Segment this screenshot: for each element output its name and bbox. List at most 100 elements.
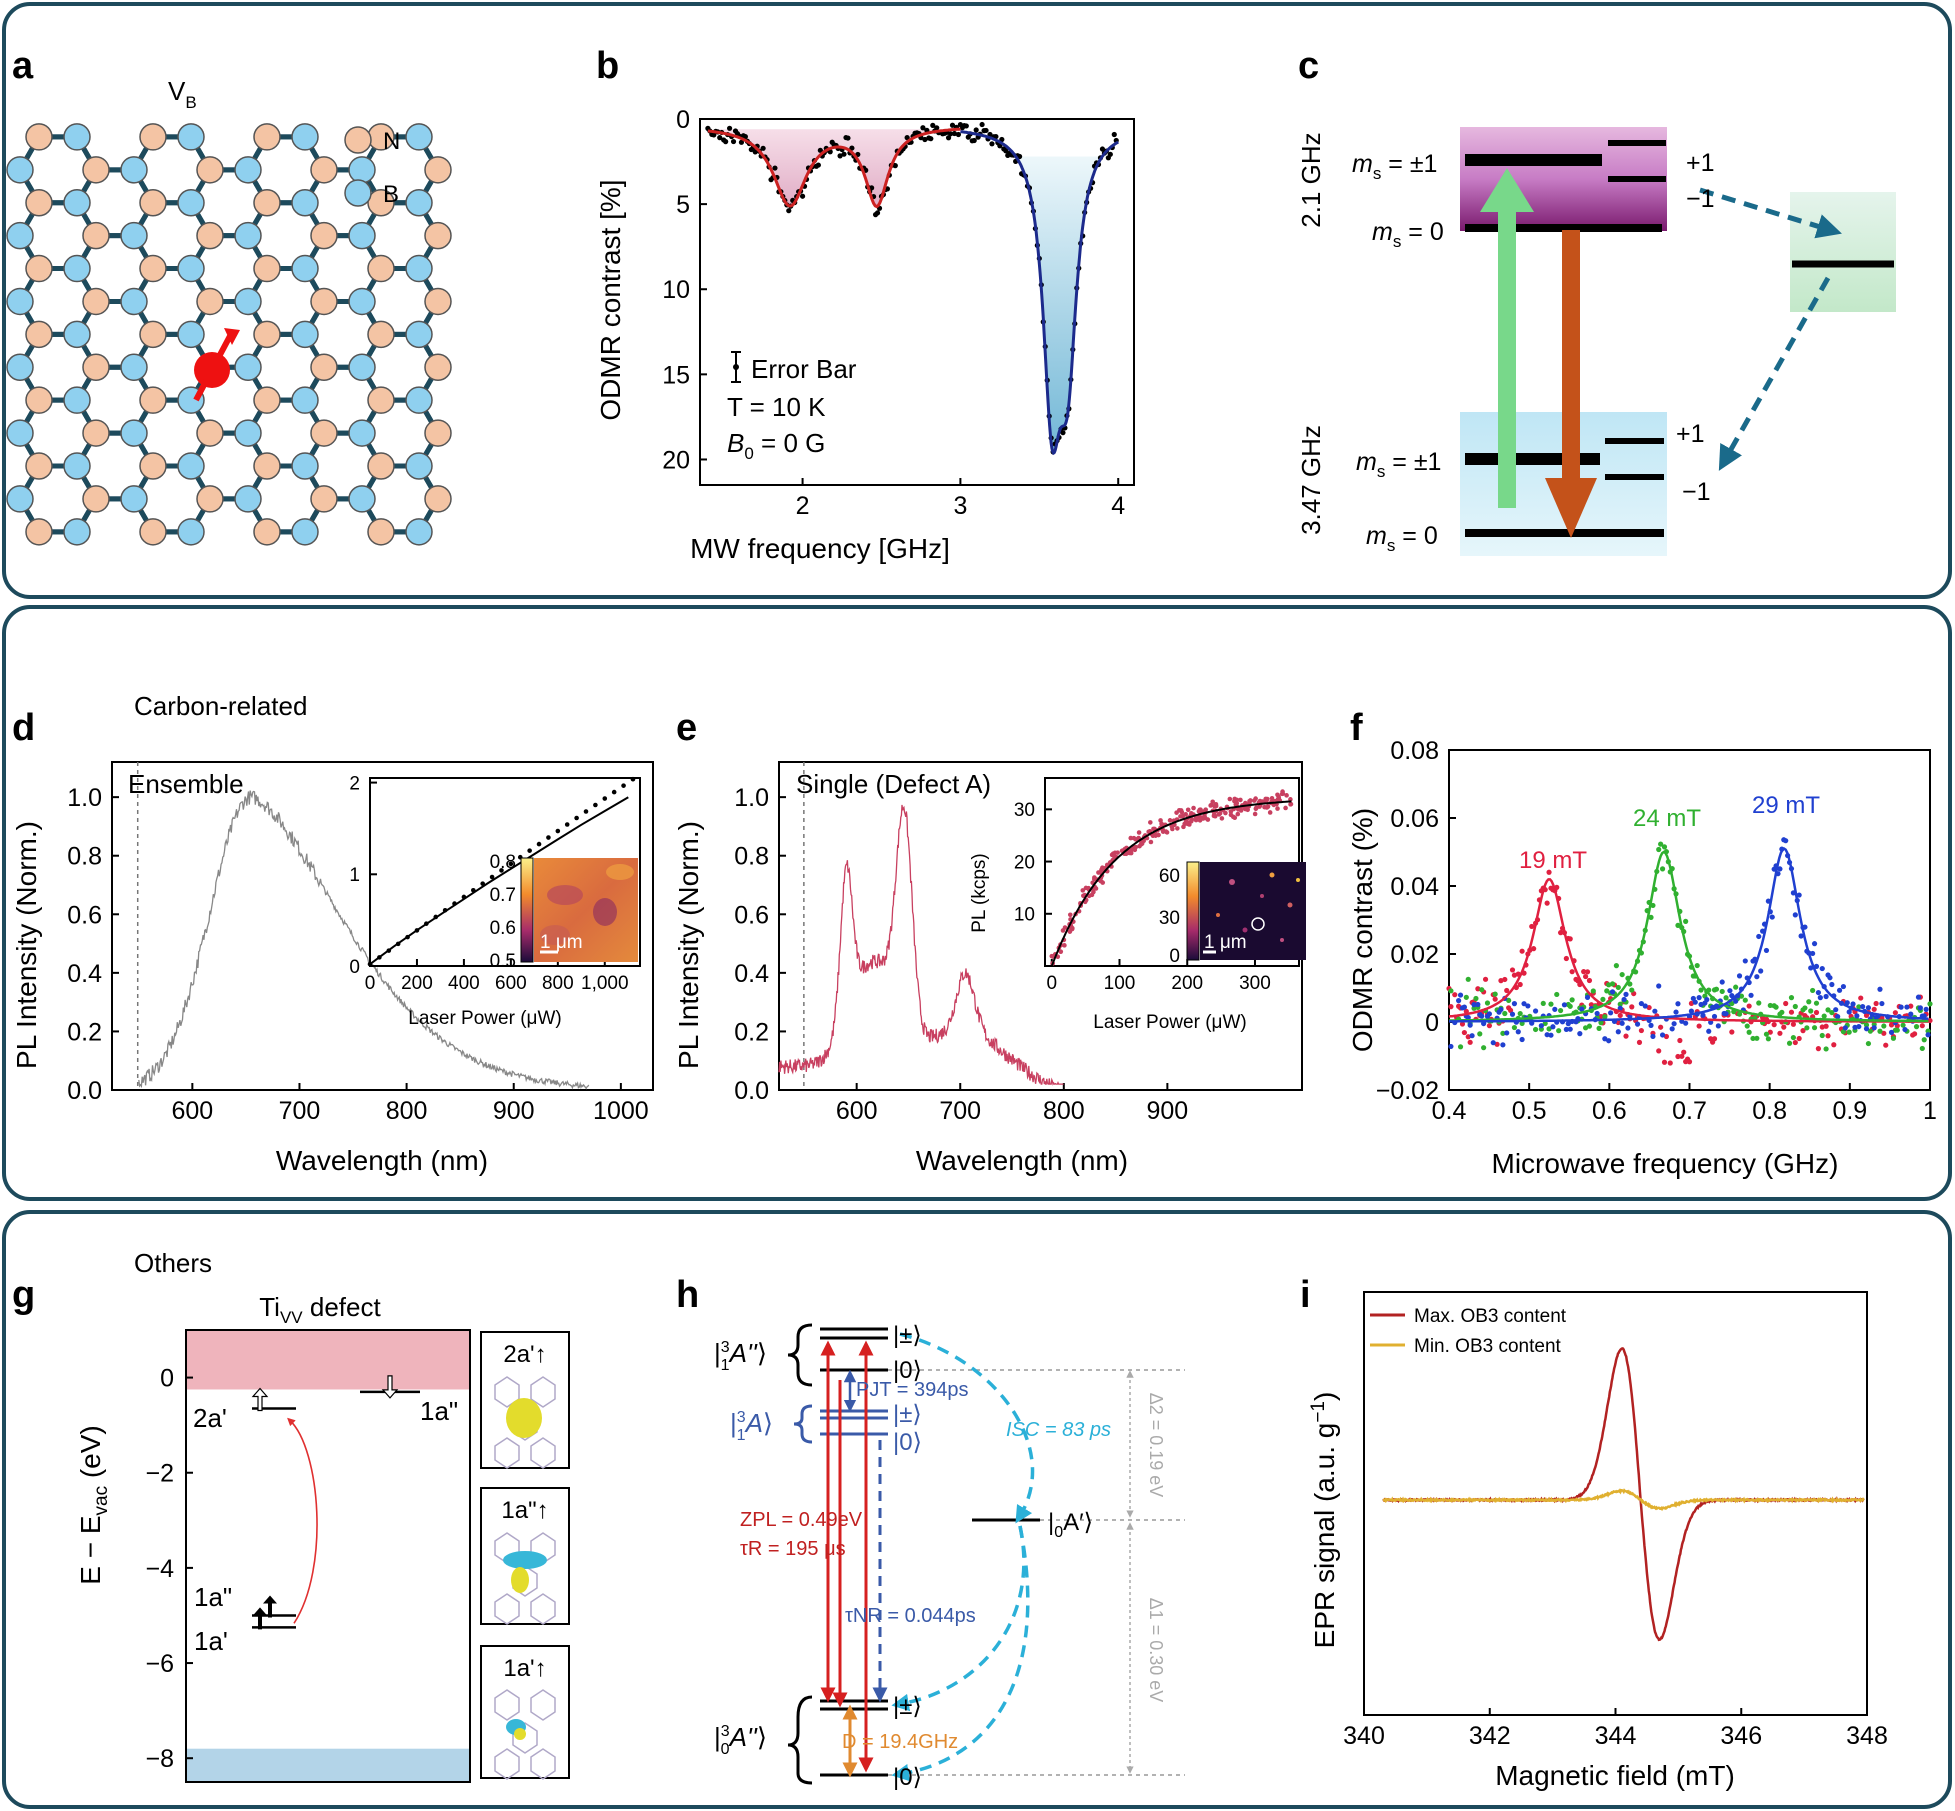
- nitrogen-atom: [253, 386, 281, 414]
- f-point-2: [1650, 1033, 1656, 1040]
- f-point-0: [1919, 1023, 1925, 1029]
- nitrogen-atom: [139, 320, 167, 349]
- nitrogen-atom: [424, 419, 452, 447]
- d-inset-point: [471, 887, 476, 893]
- d-inset-point: [461, 894, 467, 900]
- boron-atom: [177, 188, 205, 217]
- d-inset-point: [480, 881, 485, 886]
- h-top-state: |3 1A''⟩: [714, 1338, 767, 1374]
- g-title: TiVV defect: [259, 1292, 381, 1327]
- b-data-point: [723, 139, 729, 145]
- b-data-point: [845, 135, 851, 141]
- f-point-2: [1638, 1000, 1644, 1007]
- g-orbital-1a2: 1a"↑: [480, 1487, 570, 1625]
- f-point-1: [1542, 1020, 1548, 1027]
- f-point-0: [1586, 977, 1593, 984]
- e-inset-point: [1232, 815, 1238, 821]
- nitrogen-atom: [253, 518, 281, 546]
- f-point-0: [1509, 967, 1516, 973]
- nitrogen-atom: [196, 221, 224, 250]
- h-brace-mid: [793, 1404, 813, 1444]
- f-point-1: [1615, 984, 1621, 991]
- f-ylabel: ODMR contrast (%): [1347, 808, 1378, 1052]
- nitrogen-atom: [310, 353, 338, 382]
- boron-atom: [291, 320, 319, 349]
- f-xtick-label: 1: [1923, 1097, 1937, 1125]
- f-point-1: [1465, 976, 1471, 982]
- d-xlabel: Wavelength (nm): [276, 1145, 488, 1176]
- nitrogen-atom: [253, 320, 281, 349]
- c-lower-pm-label: ms = ±1: [1356, 448, 1441, 481]
- e-inset-point: [1213, 802, 1219, 807]
- f-point-2: [1500, 1042, 1506, 1048]
- f-point-2: [1871, 1025, 1877, 1031]
- f-point-2: [1561, 1002, 1568, 1008]
- e-inset-point: [1253, 796, 1258, 801]
- h-mid-state: |3 1A⟩: [730, 1408, 773, 1444]
- f-point-2: [1829, 981, 1835, 988]
- b-data-point: [717, 135, 723, 141]
- boron-atom: [6, 287, 34, 316]
- d-ytick-label: 0.2: [67, 1018, 102, 1046]
- b-fit-high: [960, 130, 1119, 456]
- f-point-1: [1779, 1009, 1785, 1015]
- f-point-0: [1507, 1007, 1514, 1013]
- c-metastable-band: [1790, 192, 1896, 312]
- h-d: D = 19.4GHz: [842, 1731, 958, 1753]
- f-xtick-label: 0.8: [1752, 1097, 1787, 1125]
- b-data-point: [922, 136, 928, 143]
- boron-atom: [234, 419, 262, 447]
- f-point-1: [1742, 997, 1748, 1003]
- d-xtick-label: 700: [279, 1097, 321, 1125]
- f-point-0: [1825, 1033, 1831, 1039]
- e-inset-point: [1050, 954, 1056, 959]
- f-point-2: [1754, 974, 1760, 980]
- panel-label-f: f: [1350, 707, 1363, 749]
- d-inset-point: [405, 934, 410, 940]
- h-ket-0-top: |0⟩: [893, 1357, 922, 1384]
- d-group-title: Carbon-related: [134, 691, 307, 721]
- d-xtick-label: 600: [171, 1097, 213, 1125]
- panel-b: b 2 3 4 0 5 10 15 20 MW frequency [GHz] ODMR co…: [595, 45, 1135, 564]
- f-point-0: [1667, 1060, 1673, 1066]
- d-inset-frame: [369, 777, 641, 967]
- boron-atom: [177, 320, 205, 349]
- f-point-2: [1594, 1010, 1600, 1017]
- f-point-2: [1860, 1003, 1866, 1010]
- h-bot-state: |3 0A''⟩: [714, 1722, 767, 1758]
- f-point-1: [1813, 1000, 1820, 1006]
- f-point-0: [1567, 936, 1573, 942]
- f-point-1: [1865, 1040, 1872, 1047]
- f-point-0: [1686, 1059, 1693, 1065]
- boron-atom: [63, 320, 91, 349]
- f-point-1: [1596, 1025, 1602, 1031]
- b-data-point: [955, 131, 962, 138]
- h-isc-arrow: [899, 1332, 1035, 1524]
- f-point-2: [1902, 1026, 1908, 1033]
- f-point-0: [1661, 1059, 1668, 1065]
- f-point-0: [1452, 992, 1458, 998]
- f-point-1: [1823, 1046, 1829, 1052]
- odmr-chart-f: 0.4 0.5 0.6 0.7 0.8 0.9 1 −0.02 0 0.02 0.04 0.06 0.0…: [1376, 737, 1937, 1125]
- f-point-1: [1736, 1011, 1743, 1017]
- f-point-2: [1798, 933, 1804, 939]
- f-point-1: [1754, 1035, 1760, 1041]
- e-inset-ylabel: PL (kcps): [969, 853, 990, 933]
- panel-label-g: g: [12, 1274, 35, 1316]
- f-point-2: [1671, 1021, 1677, 1027]
- boron-atom: [234, 485, 262, 513]
- e-ytick-label: 1.0: [734, 784, 769, 812]
- f-point-0: [1746, 1003, 1752, 1009]
- nitrogen-atom: [367, 254, 395, 283]
- f-point-2: [1544, 1032, 1550, 1038]
- f-point-2: [1704, 997, 1710, 1003]
- boron-atom: [405, 518, 433, 546]
- b-data-point: [904, 135, 910, 141]
- f-point-2: [1879, 1000, 1885, 1007]
- d-frame: [111, 761, 654, 1091]
- f-point-1: [1506, 997, 1512, 1004]
- g-ytick-label: −8: [145, 1745, 174, 1773]
- f-fit-0: [1448, 878, 1929, 1023]
- f-peak-19: 19 mT: [1519, 847, 1587, 874]
